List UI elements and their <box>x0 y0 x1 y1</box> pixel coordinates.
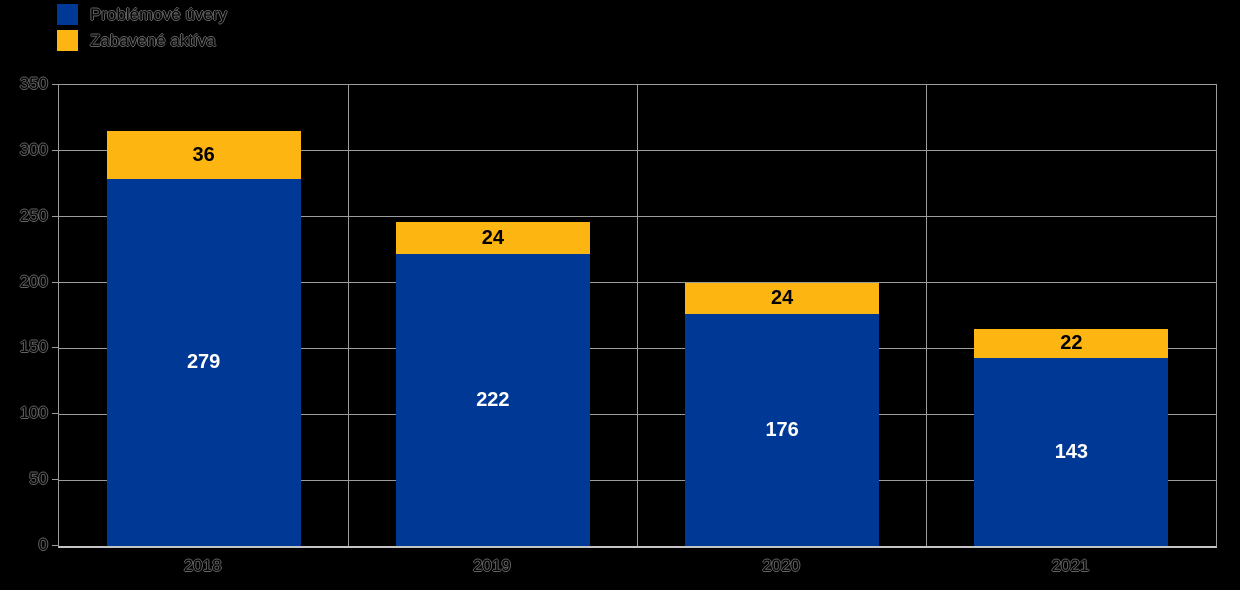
legend-label: Zabavené aktíva <box>90 31 216 50</box>
legend-label: Problémové úvery <box>90 5 228 24</box>
bar-value-label: 222 <box>476 388 510 411</box>
blue-square-icon <box>57 4 78 25</box>
x-tick-label: 2021 <box>1051 556 1090 575</box>
y-tick-label: 350 <box>19 74 48 93</box>
y-tick-label: 150 <box>19 337 48 357</box>
y-tick-mark <box>52 347 58 349</box>
plot-area: 279 36 222 24 176 24 143 22 <box>58 84 1217 548</box>
bar-value-label: 24 <box>481 226 504 249</box>
bar-segment: 22 <box>974 328 1169 358</box>
bar-value-label: 143 <box>1054 440 1089 463</box>
category-separator-line <box>637 85 638 546</box>
x-tick-label: 2019 <box>472 556 511 575</box>
y-tick-label: 100 <box>19 403 48 423</box>
y-tick-mark <box>52 84 58 85</box>
bar-segment: 222 <box>395 253 590 546</box>
bar-segment: 24 <box>395 221 590 254</box>
bar-value-label: 279 <box>186 351 221 374</box>
bar-segment: 176 <box>685 314 880 546</box>
bar-value-label: 22 <box>1060 332 1083 355</box>
bar-value-label: 24 <box>771 287 794 310</box>
y-tick-mark <box>52 545 58 546</box>
bar-value-label: 36 <box>192 143 215 166</box>
category-separator-line <box>926 85 928 546</box>
bar-value-label: 176 <box>765 419 799 442</box>
y-tick-label: 200 <box>19 271 48 291</box>
bar-segment: 279 <box>106 178 301 546</box>
y-tick-mark <box>52 413 58 415</box>
y-tick-label: 250 <box>19 205 48 225</box>
category-separator-line <box>347 85 349 546</box>
y-tick-mark <box>52 281 58 283</box>
x-tick-label: 2018 <box>183 556 222 575</box>
bar-segment: 143 <box>974 357 1169 546</box>
y-tick-mark <box>52 479 58 481</box>
bar-segment: 36 <box>106 131 301 179</box>
y-tick-label: 300 <box>19 139 48 159</box>
orange-square-icon <box>57 30 78 51</box>
x-tick-label: 2020 <box>762 556 801 575</box>
y-tick-label: 0 <box>38 535 48 554</box>
y-tick-mark <box>52 215 58 217</box>
y-tick-mark <box>52 149 58 151</box>
bar-segment: 24 <box>685 282 880 315</box>
y-tick-label: 50 <box>29 469 48 489</box>
